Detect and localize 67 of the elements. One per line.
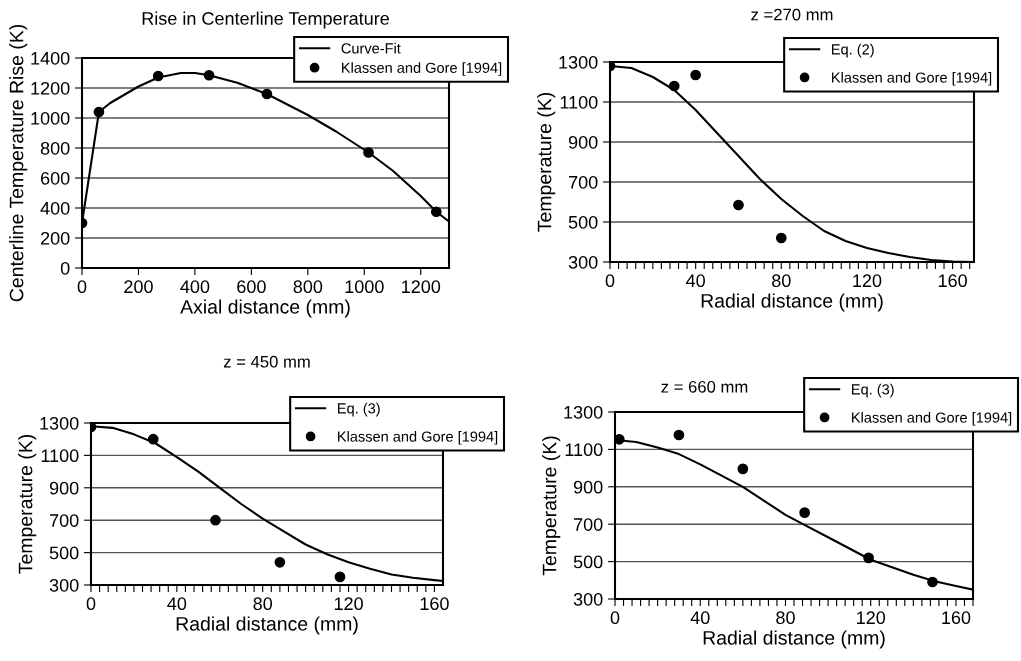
y-tick-label: 500 <box>573 555 603 569</box>
x-tick-label: 40 <box>686 274 705 288</box>
legend-label: Eq. (3) <box>852 383 894 398</box>
x-tick-label: 80 <box>772 274 791 288</box>
y-tick-label: 1000 <box>31 111 70 125</box>
y-axis-title: Temperature (K) <box>537 92 556 232</box>
x-axis-title: Radial distance (mm) <box>701 293 883 312</box>
y-tick-label: 900 <box>568 135 598 149</box>
x-axis-title: Axial distance (mm) <box>180 299 350 318</box>
x-tick-label: 40 <box>690 611 710 625</box>
legend-label: Curve-Fit <box>341 42 401 54</box>
y-tick-label: 700 <box>50 514 79 527</box>
y-tick-label: 1100 <box>41 449 79 463</box>
y-tick-label: 1300 <box>559 55 598 69</box>
legend-label: Klassen and Gore [1994] <box>832 72 992 86</box>
x-tick-label: 80 <box>776 611 795 625</box>
legend-label: Klassen and Gore [1994] <box>342 62 502 76</box>
x-tick-label: 200 <box>124 280 153 294</box>
y-tick-label: 900 <box>573 480 603 494</box>
chart-title: Rise in Centerline Temperature <box>142 11 389 29</box>
y-tick-label: 600 <box>40 171 70 185</box>
x-tick-label: 160 <box>938 274 967 288</box>
chart-title: z = 450 mm <box>223 355 310 368</box>
legend-label: Klassen and Gore [1994] <box>852 412 1012 426</box>
y-tick-label: 1400 <box>31 51 70 65</box>
x-axis-title: Radial distance (mm) <box>176 616 358 635</box>
x-tick-label: 1000 <box>345 280 384 294</box>
y-tick-label: 1200 <box>31 81 70 95</box>
y-tick-label: 300 <box>573 592 603 606</box>
x-tick-label: 160 <box>942 611 971 625</box>
y-tick-label: 400 <box>40 201 70 215</box>
x-tick-label: 0 <box>605 274 615 288</box>
y-axis-title: Temperature (K) <box>542 436 561 576</box>
y-tick-label: 700 <box>569 175 598 189</box>
x-tick-label: 400 <box>180 280 210 294</box>
x-tick-label: 600 <box>237 280 266 294</box>
y-tick-label: 500 <box>49 546 79 560</box>
y-tick-label: 1300 <box>564 405 603 419</box>
y-tick-label: 500 <box>568 215 598 229</box>
legend-label: Eq. (3) <box>338 402 380 417</box>
y-tick-label: 800 <box>40 141 70 155</box>
x-tick-label: 0 <box>610 611 620 625</box>
x-tick-label: 120 <box>334 597 363 611</box>
y-axis-title: Temperature (K) <box>18 434 37 574</box>
x-tick-label: 1200 <box>402 280 441 294</box>
y-tick-label: 700 <box>574 518 603 531</box>
x-tick-label: 160 <box>420 597 449 611</box>
x-tick-label: 40 <box>167 597 187 611</box>
x-tick-label: 0 <box>86 597 96 611</box>
y-tick-label: 1300 <box>40 416 79 430</box>
legend-label: Klassen and Gore [1994] <box>338 431 498 445</box>
y-axis-title: Centerline Temperature Rise (K) <box>9 24 28 302</box>
x-axis-title: Radial distance (mm) <box>703 630 885 649</box>
y-tick-label: 1100 <box>565 443 603 457</box>
legend-label: Eq. (2) <box>832 43 874 58</box>
x-tick-label: 800 <box>293 280 323 294</box>
x-tick-label: 120 <box>857 611 886 625</box>
x-tick-label: 120 <box>853 274 882 288</box>
y-tick-label: 1100 <box>560 95 598 109</box>
y-tick-label: 200 <box>40 231 70 245</box>
y-tick-label: 0 <box>60 261 70 275</box>
y-tick-label: 300 <box>568 255 598 269</box>
chart-title: z = 660 mm <box>661 380 748 393</box>
y-tick-label: 300 <box>49 578 79 592</box>
chart-title: z =270 mm <box>751 8 833 21</box>
y-tick-label: 900 <box>49 481 79 495</box>
x-tick-label: 80 <box>253 597 273 611</box>
